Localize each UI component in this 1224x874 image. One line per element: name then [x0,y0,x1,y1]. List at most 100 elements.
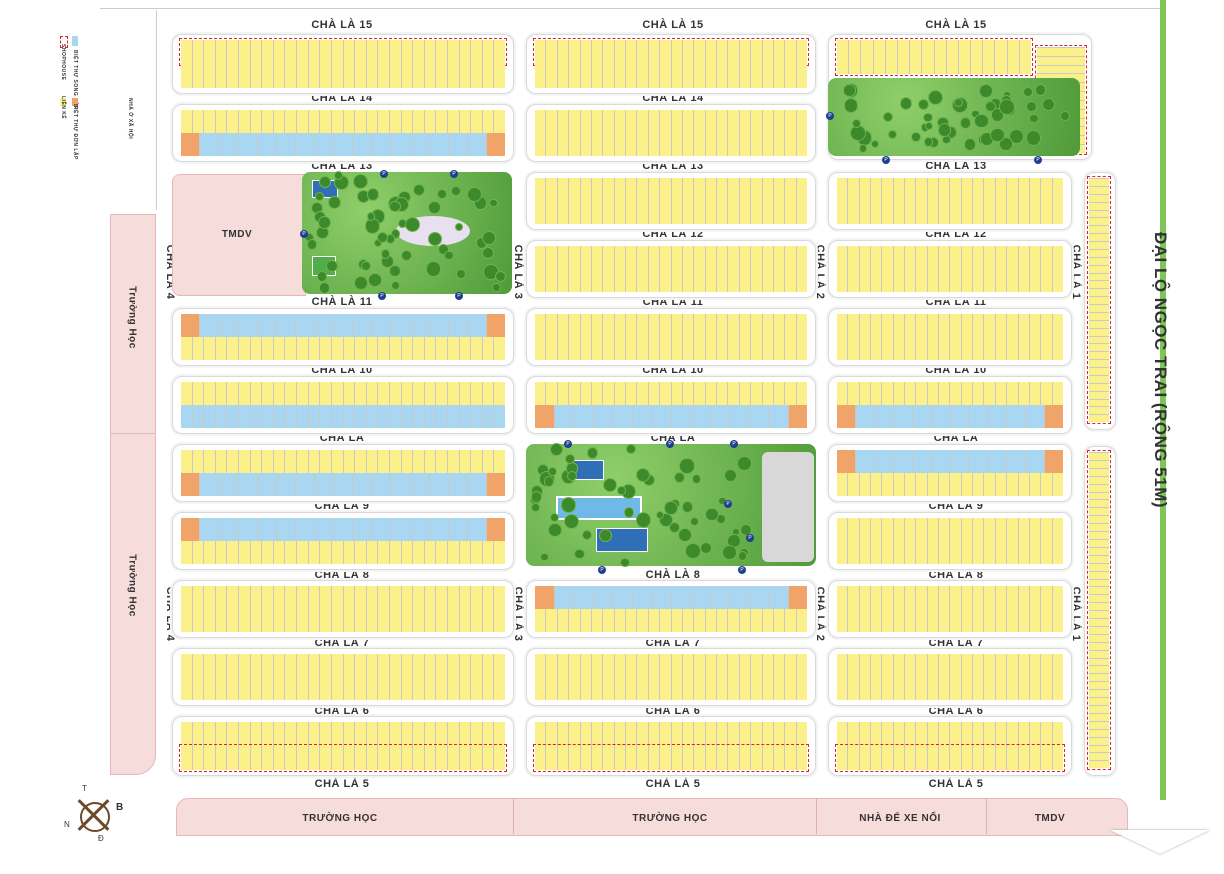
lot[interactable] [727,337,739,360]
lot[interactable] [412,722,424,746]
lot[interactable] [365,337,378,360]
lot[interactable] [983,541,995,564]
lot[interactable] [458,110,471,133]
lot[interactable] [535,746,546,770]
lot[interactable] [1017,382,1029,405]
lot[interactable] [761,40,773,64]
lot[interactable] [1089,625,1109,634]
lot[interactable] [284,677,297,700]
lot[interactable] [181,746,192,770]
lot[interactable] [493,654,506,677]
lot[interactable] [579,246,591,269]
lot[interactable] [249,382,262,405]
lot[interactable] [750,133,762,156]
lot[interactable] [870,314,882,337]
lot[interactable] [926,746,939,770]
lot[interactable] [994,609,1007,632]
lot[interactable] [738,178,751,201]
lot[interactable] [602,314,614,337]
lot[interactable] [590,40,603,64]
lot[interactable] [972,541,984,564]
lot[interactable] [892,654,905,677]
lot[interactable] [647,110,660,133]
lot[interactable] [631,586,651,609]
lot[interactable] [191,382,204,405]
lot[interactable] [354,405,366,428]
lot[interactable] [191,677,204,700]
lot[interactable] [458,654,471,677]
lot[interactable] [1017,654,1029,677]
lot[interactable] [371,518,391,541]
lot[interactable] [1028,654,1041,677]
lot[interactable] [296,337,308,360]
lot[interactable] [994,541,1007,564]
lot[interactable] [203,450,215,473]
lot[interactable] [729,405,749,428]
lot[interactable] [915,654,927,677]
lot[interactable] [342,677,355,700]
lot[interactable] [659,110,671,133]
lot[interactable] [784,746,796,770]
lot[interactable] [613,677,625,700]
lot[interactable] [938,246,950,269]
lot[interactable] [1089,546,1109,555]
lot[interactable] [837,722,848,746]
lot[interactable] [772,722,785,746]
lot[interactable] [795,314,807,337]
lot[interactable] [1089,225,1109,234]
lot[interactable] [226,450,239,473]
lot[interactable] [670,133,682,156]
lot[interactable] [904,541,916,564]
lot[interactable] [858,337,871,360]
lot[interactable] [1051,586,1063,609]
lot[interactable] [930,405,950,428]
lot[interactable] [203,609,215,632]
lot[interactable] [412,609,424,632]
lot[interactable] [284,541,297,564]
lot[interactable] [884,40,897,74]
lot[interactable] [249,110,262,133]
lot[interactable] [704,269,716,292]
lot[interactable] [926,246,939,269]
lot[interactable] [590,133,603,156]
lot[interactable] [881,473,893,496]
lot[interactable] [647,382,660,405]
lot[interactable] [284,405,297,428]
lot[interactable] [1040,722,1052,746]
lot[interactable] [1017,677,1029,700]
lot[interactable] [681,110,694,133]
lot[interactable] [761,609,773,632]
lot[interactable] [481,586,494,609]
lot[interactable] [795,269,807,292]
lot[interactable] [847,654,859,677]
lot[interactable] [214,722,227,746]
lot[interactable] [704,337,716,360]
lot[interactable] [613,64,625,88]
lot[interactable] [191,337,204,360]
lot[interactable] [556,654,569,677]
lot[interactable] [568,337,580,360]
lot[interactable] [704,110,716,133]
lot[interactable] [470,677,482,700]
lot[interactable] [535,64,546,88]
parking-icon[interactable]: P [882,156,890,164]
lot[interactable] [625,178,637,201]
lot[interactable] [727,677,739,700]
lot[interactable] [625,382,637,405]
lot[interactable] [319,586,331,609]
lot[interactable] [949,178,961,201]
lot[interactable] [892,473,905,496]
parking-icon[interactable]: P [564,440,572,448]
lot[interactable] [307,382,320,405]
lot[interactable] [892,677,905,700]
lot[interactable] [837,246,848,269]
lot[interactable] [545,269,557,292]
lot[interactable] [659,337,671,360]
lot[interactable] [858,609,871,632]
lot[interactable] [994,382,1007,405]
lot[interactable] [556,746,569,770]
lot[interactable] [535,246,546,269]
lot[interactable] [750,722,762,746]
lot[interactable] [847,746,859,770]
lot[interactable] [704,246,716,269]
